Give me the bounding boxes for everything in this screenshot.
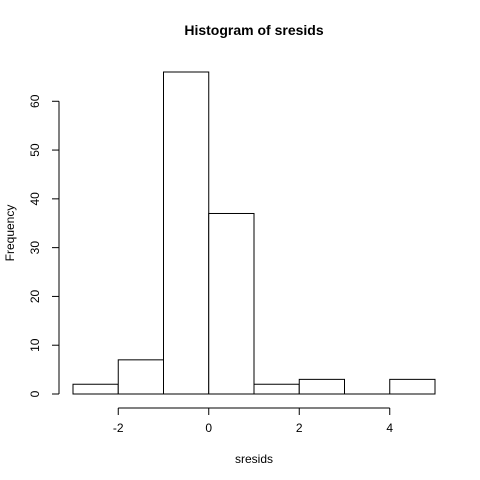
y-tick-label: 10	[28, 338, 42, 352]
y-axis: 0 10 20 30 40 50 60	[28, 94, 60, 397]
y-tick-label: 40	[28, 192, 42, 206]
histogram-bar	[253, 383, 300, 395]
histogram-bar	[298, 378, 345, 395]
y-tick-label: 30	[28, 241, 42, 255]
x-axis: -2 0 2 4	[113, 407, 393, 435]
x-tick-label: 2	[296, 421, 303, 435]
x-axis-label: sresids	[235, 452, 273, 466]
x-tick-label: -2	[113, 421, 124, 435]
x-tick-label: 0	[205, 421, 212, 435]
histogram-bar	[72, 383, 119, 395]
y-tick-label: 0	[28, 390, 42, 397]
histogram-bar	[117, 359, 164, 395]
bars-group	[72, 71, 436, 395]
y-tick-label: 50	[28, 143, 42, 157]
y-tick-label: 20	[28, 289, 42, 303]
chart-title: Histogram of sresids	[184, 22, 323, 38]
x-tick-label: 4	[386, 421, 393, 435]
histogram-bar	[389, 378, 436, 395]
y-axis-label: Frequency	[3, 205, 17, 262]
histogram-bar	[163, 71, 210, 395]
histogram-bar	[208, 212, 255, 395]
y-tick-label: 60	[28, 94, 42, 108]
